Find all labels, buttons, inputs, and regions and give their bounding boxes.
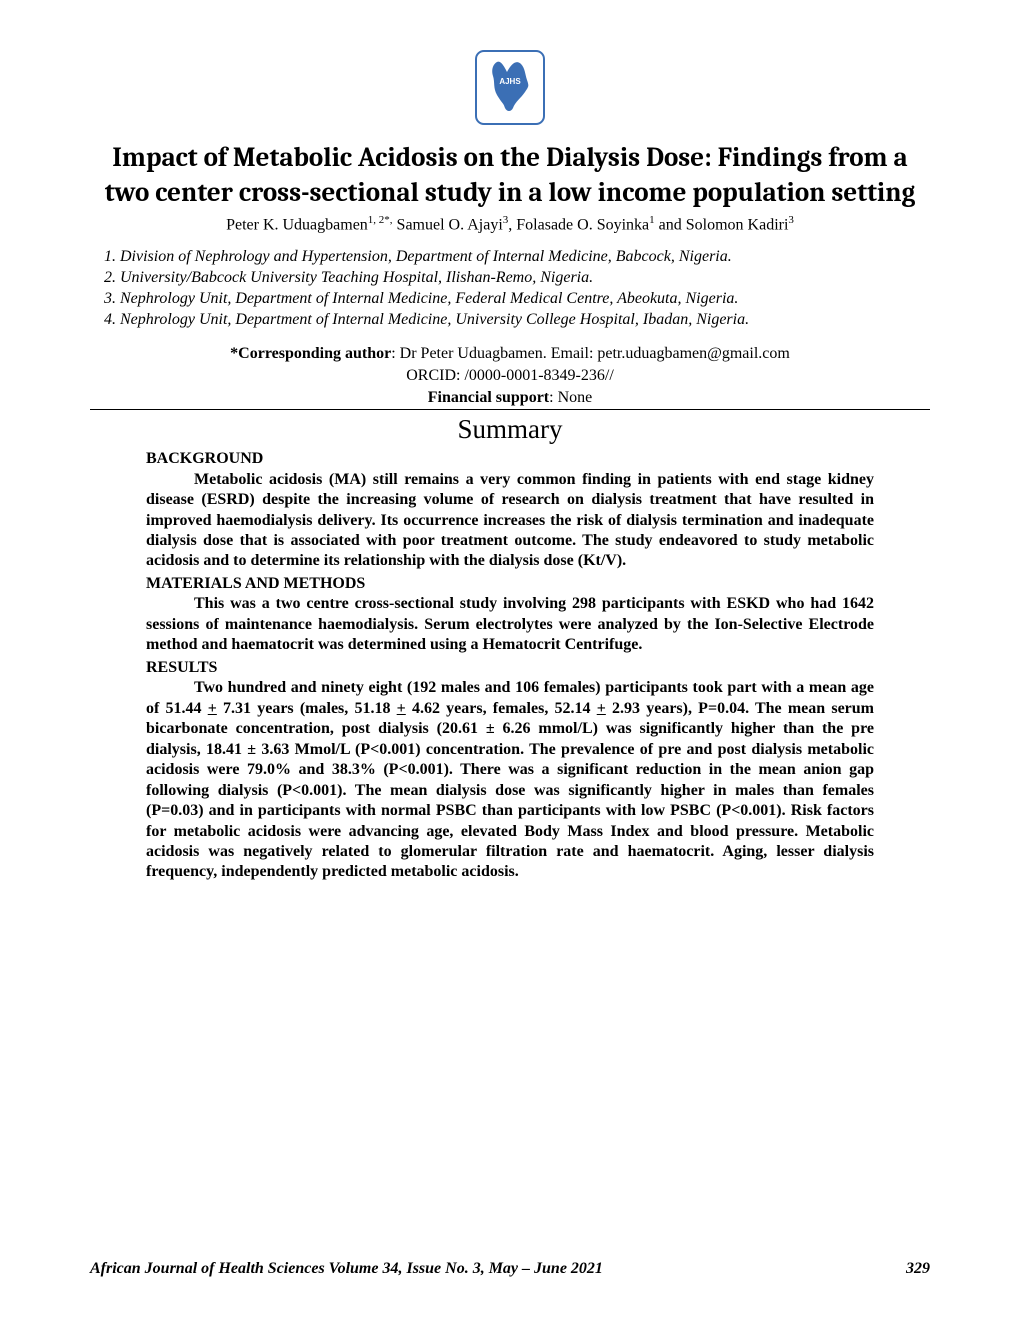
page-footer: African Journal of Health Sciences Volum… <box>90 1260 930 1278</box>
affiliations-list: Division of Nephrology and Hypertension,… <box>90 247 930 330</box>
results-pm3: + <box>597 700 606 717</box>
background-text: Metabolic acidosis (MA) still remains a … <box>146 470 874 572</box>
author-3: Folasade O. Soyinka <box>516 217 649 234</box>
results-head: RESULTS <box>146 658 874 678</box>
author-2-sup: 3 <box>503 214 509 226</box>
affiliation-1: Division of Nephrology and Hypertension,… <box>120 247 930 267</box>
journal-logo: AJHS <box>90 50 930 130</box>
footer-journal: African Journal of Health Sciences Volum… <box>90 1260 603 1278</box>
summary-heading: Summary <box>90 414 930 445</box>
article-title: Impact of Metabolic Acidosis on the Dial… <box>90 140 930 210</box>
results-seg3: 4.62 years, females, 52.14 <box>406 700 597 717</box>
author-1-sup: 1, 2*, <box>368 214 393 226</box>
svg-text:AJHS: AJHS <box>499 77 521 86</box>
results-seg4: 2.93 years), P=0.04. The mean serum bica… <box>146 700 874 881</box>
corresponding-text: : Dr Peter Uduagbamen. Email: petr.uduag… <box>391 345 790 362</box>
affiliation-4: Nephrology Unit, Department of Internal … <box>120 310 930 330</box>
financial-support: Financial support: None <box>90 389 930 410</box>
orcid-line: ORCID: /0000-0001-8349-236// <box>90 366 930 387</box>
author-2: Samuel O. Ajayi <box>397 217 503 234</box>
methods-text: This was a two centre cross-sectional st… <box>146 594 874 655</box>
financial-label: Financial support <box>428 389 549 406</box>
financial-value: : None <box>549 389 592 406</box>
footer-page: 329 <box>906 1260 930 1278</box>
methods-head: MATERIALS AND METHODS <box>146 574 874 594</box>
author-3-sup: 1 <box>649 214 655 226</box>
affiliation-3: Nephrology Unit, Department of Internal … <box>120 289 930 309</box>
author-4-sup: 3 <box>788 214 794 226</box>
logo-svg: AJHS <box>475 50 545 130</box>
corresponding-label: *Corresponding author <box>230 345 391 362</box>
background-head: BACKGROUND <box>146 449 874 469</box>
affiliation-2: University/Babcock University Teaching H… <box>120 268 930 288</box>
corresponding-author: *Corresponding author: Dr Peter Uduagbam… <box>90 344 930 365</box>
results-seg2: 7.31 years (males, 51.18 <box>217 700 397 717</box>
authors-line: Peter K. Uduagbamen1, 2*, Samuel O. Ajay… <box>90 214 930 234</box>
author-4: Solomon Kadiri <box>686 217 789 234</box>
results-pm1: + <box>208 700 217 717</box>
results-text: Two hundred and ninety eight (192 males … <box>146 678 874 883</box>
results-pm2: + <box>397 700 406 717</box>
author-1: Peter K. Uduagbamen <box>226 217 368 234</box>
summary-body: BACKGROUND Metabolic acidosis (MA) still… <box>90 449 930 883</box>
